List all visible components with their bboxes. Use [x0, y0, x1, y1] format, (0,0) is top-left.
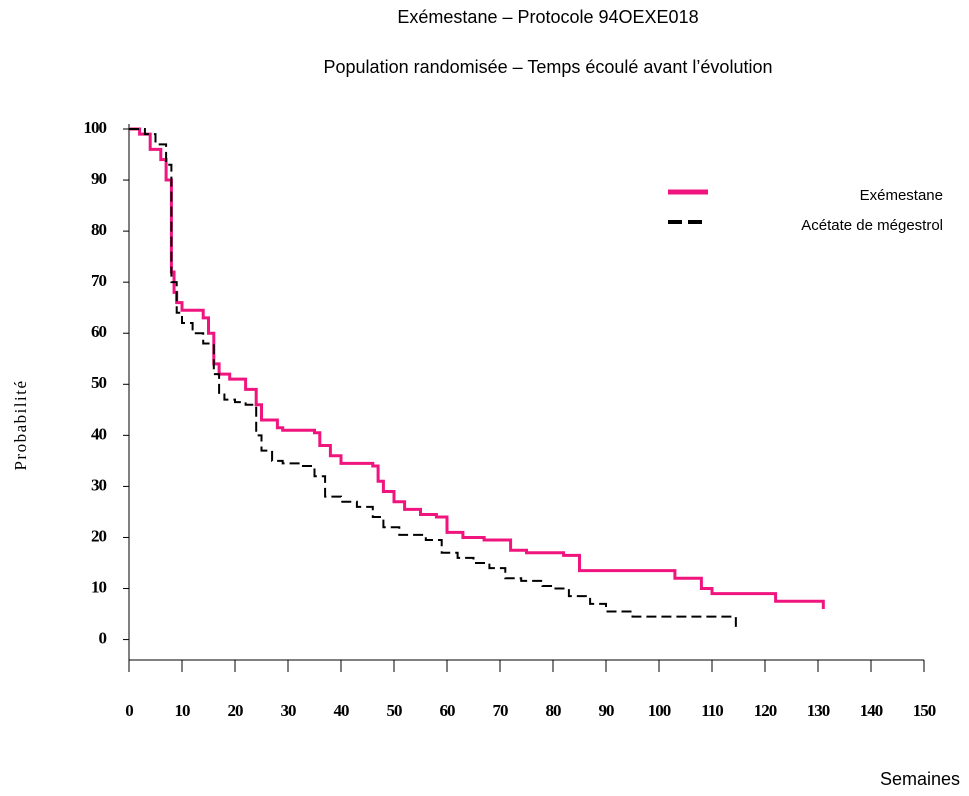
y-tick-label: 0 [99, 628, 107, 647]
y-axis-label: Probabilité [11, 379, 30, 470]
x-tick-label: 60 [440, 701, 456, 720]
y-tick-label: 90 [91, 169, 107, 188]
x-tick-label: 120 [754, 701, 777, 720]
x-tick-label: 90 [599, 701, 615, 720]
x-tick-label: 110 [701, 701, 723, 720]
x-tick-label: 40 [334, 701, 350, 720]
x-tick-label: 80 [546, 701, 562, 720]
legend-label: Acétate de mégestrol [801, 217, 943, 234]
km-curve [129, 128, 737, 627]
y-tick-label: 60 [91, 322, 107, 341]
x-tick-label: 100 [648, 701, 671, 720]
x-tick-label: 20 [228, 701, 244, 720]
y-tick-label: 30 [91, 475, 107, 494]
chart-subtitle: Population randomisée – Temps écoulé ava… [324, 57, 773, 77]
x-tick-label: 30 [281, 701, 297, 720]
x-tick-label: 140 [860, 701, 883, 720]
y-tick-label: 50 [91, 373, 107, 392]
chart-title: Exémestane – Protocole 94OEXE018 [397, 7, 698, 27]
x-tick-label: 10 [175, 701, 191, 720]
x-tick-label: 150 [913, 701, 936, 720]
km-curve [129, 127, 825, 609]
legend-label: Exémestane [860, 187, 943, 204]
y-tick-label: 20 [91, 526, 107, 545]
y-tick-label: 40 [91, 424, 107, 443]
y-tick-label: 10 [91, 577, 107, 596]
y-tick-label: 70 [91, 271, 107, 290]
x-axis-label: Semaines [880, 769, 960, 789]
y-tick-label: 80 [91, 220, 107, 239]
x-tick-label: 0 [125, 701, 133, 720]
x-tick-label: 130 [807, 701, 830, 720]
x-tick-label: 50 [387, 701, 403, 720]
x-tick-label: 70 [493, 701, 509, 720]
y-tick-label: 100 [84, 118, 107, 137]
